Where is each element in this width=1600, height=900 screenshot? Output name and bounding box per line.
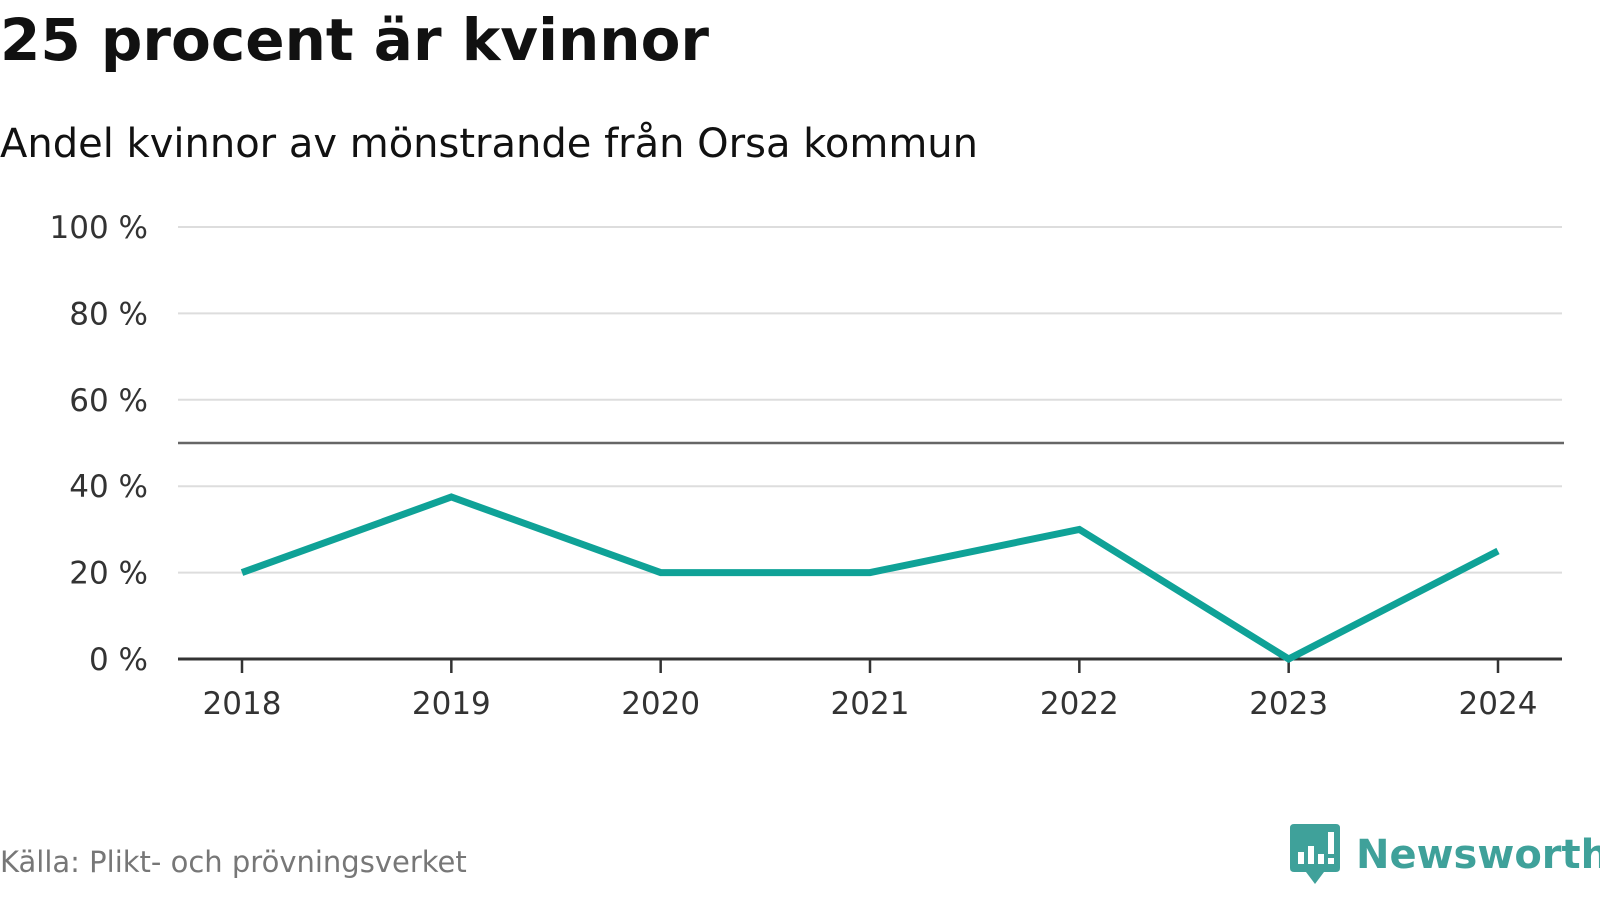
x-tick-label: 2022: [1040, 686, 1119, 722]
y-tick-label: 60 %: [69, 383, 148, 419]
x-tick-label: 2023: [1249, 686, 1328, 722]
y-tick-label: 0 %: [89, 642, 148, 678]
x-tick-label: 2019: [412, 686, 491, 722]
source-note: Källa: Plikt- och prövningsverket: [0, 845, 467, 879]
x-axis: [178, 657, 1562, 673]
line-chart: 0 % 20 % 40 % 60 % 80 % 100 % 2018 2019 2020 202…: [50, 210, 1564, 722]
chart-subtitle: Andel kvinnor av mönstrande från Orsa ko…: [0, 121, 979, 167]
y-tick-label: 80 %: [69, 296, 148, 332]
brand-name: Newsworthy: [1356, 832, 1600, 878]
x-tick-label: 2018: [203, 686, 282, 722]
series-group: [240, 493, 1500, 664]
y-tick-label: 40 %: [69, 469, 148, 505]
bar-chart-logo-icon: [1290, 824, 1340, 884]
y-tick-label: 20 %: [69, 556, 148, 592]
y-tick-label: 100 %: [50, 210, 148, 246]
chart-title: 25 procent är kvinnor: [0, 6, 710, 74]
brand-logo: Newsworthy: [1290, 822, 1600, 888]
x-tick-label: 2020: [621, 686, 700, 722]
x-axis-labels: 2018 2019 2020 2021 2022 2023 2024: [203, 686, 1538, 722]
x-tick-label: 2021: [831, 686, 910, 722]
series-line: [240, 493, 1500, 664]
y-axis-labels: 0 % 20 % 40 % 60 % 80 % 100 %: [50, 210, 148, 678]
x-tick-label: 2024: [1459, 686, 1538, 722]
